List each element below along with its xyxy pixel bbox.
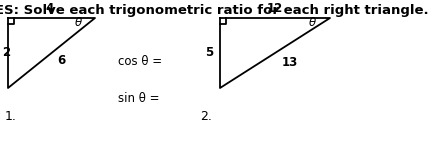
Text: 13: 13	[281, 56, 298, 69]
Text: EXERCISES: Solve each trigonometric ratio for each right triangle. (cos, sin): EXERCISES: Solve each trigonometric rati…	[0, 4, 434, 17]
Text: 1.: 1.	[5, 110, 17, 123]
Text: θ: θ	[74, 16, 82, 29]
Text: 2: 2	[2, 47, 10, 59]
Text: 6: 6	[57, 53, 65, 66]
Text: 4: 4	[46, 2, 54, 14]
Text: 5: 5	[204, 47, 213, 59]
Text: cos θ =: cos θ =	[118, 55, 162, 68]
Text: 2.: 2.	[200, 110, 211, 123]
Text: sin θ =: sin θ =	[118, 92, 159, 105]
Text: θ: θ	[308, 16, 315, 29]
Text: 12: 12	[266, 2, 283, 14]
